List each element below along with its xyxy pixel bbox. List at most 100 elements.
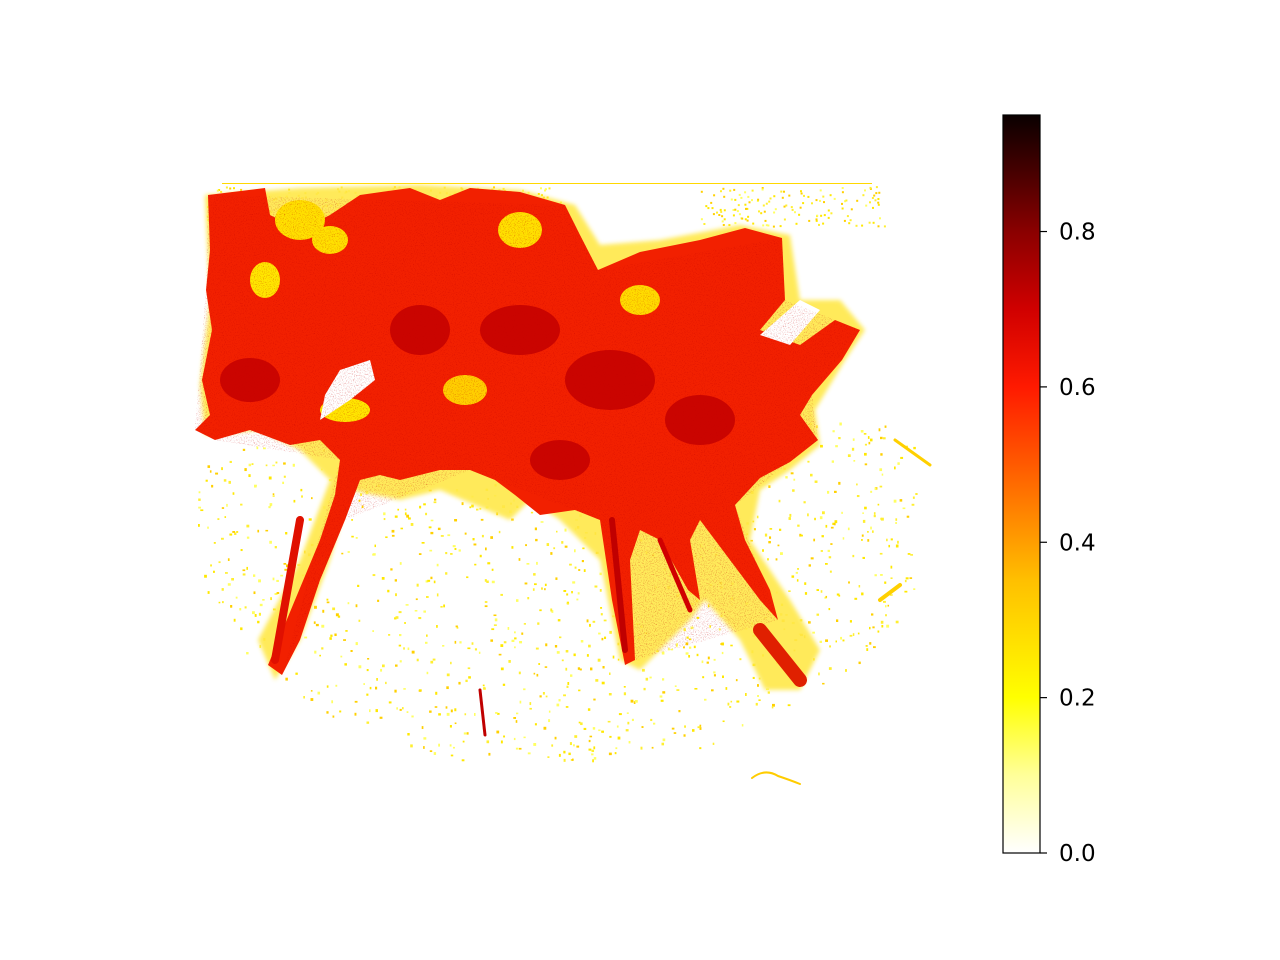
scatter-speck [503, 735, 506, 738]
scatter-speck [905, 577, 909, 580]
scatter-speck [771, 706, 774, 709]
scatter-speck [498, 653, 502, 656]
scatter-speck [879, 217, 881, 220]
scatter-speck [561, 541, 564, 544]
scatter-speck [764, 533, 768, 537]
scatter-speck [772, 703, 775, 707]
scatter-speck [454, 519, 458, 522]
scatter-speck [456, 626, 459, 629]
scatter-speck [467, 667, 471, 670]
scatter-speck [229, 187, 232, 190]
scatter-speck [508, 660, 511, 663]
scatter-speck [558, 753, 561, 757]
scatter-speck [446, 686, 449, 690]
scatter-speck [877, 201, 880, 204]
scatter-speck [314, 650, 317, 654]
scatter-speck [854, 597, 858, 600]
scatter-speck [503, 641, 507, 644]
scatter-speck [270, 597, 272, 601]
scatter-speck [258, 579, 261, 583]
scatter-speck [744, 203, 747, 206]
scatter-speck [707, 656, 710, 660]
scatter-speck [851, 447, 855, 451]
scatter-speck [827, 490, 830, 494]
scatter-speck [344, 663, 347, 666]
scatter-speck [593, 757, 597, 760]
scatter-speck [671, 727, 675, 730]
scatter-speck [223, 479, 227, 482]
scatter-speck [653, 722, 656, 725]
scatter-speck [753, 528, 756, 531]
scatter-speck [487, 562, 491, 565]
scatter-speck [335, 613, 339, 617]
scatter-speck [544, 189, 546, 192]
scatter-speck [218, 561, 221, 564]
scatter-speck [399, 562, 402, 565]
scatter-speck [814, 480, 818, 483]
scatter-speck [485, 547, 487, 551]
scatter-speck [432, 658, 436, 661]
scatter-speck [689, 646, 692, 649]
scatter-speck [534, 583, 537, 586]
scatter-speck [430, 531, 434, 535]
scatter-speck [521, 632, 524, 635]
scatter-speck [449, 744, 452, 747]
scatter-speck [721, 651, 724, 655]
scatter-speck [311, 497, 313, 500]
scatter-speck [495, 712, 498, 714]
scatter-speck [486, 740, 490, 744]
scatter-speck [894, 466, 896, 470]
scatter-speck [895, 518, 898, 521]
scatter-speck [847, 454, 851, 458]
scatter-speck [511, 518, 514, 521]
scatter-speck [269, 540, 272, 544]
scatter-speck [823, 201, 825, 204]
scatter-speck [372, 553, 375, 556]
scatter-speck [591, 753, 594, 756]
scatter-speck [313, 621, 316, 624]
scatter-speck [864, 189, 866, 192]
scatter-speck [593, 698, 596, 701]
scatter-speck [886, 538, 888, 542]
scatter-speck [426, 671, 429, 675]
scatter-speck [555, 577, 558, 580]
scatter-speck [616, 725, 619, 728]
scatter-speck [445, 572, 448, 575]
scatter-speck [862, 556, 865, 559]
scatter-speck [768, 541, 771, 544]
scatter-speck [380, 668, 383, 672]
scatter-speck [871, 197, 874, 199]
scatter-speck [874, 487, 877, 491]
scatter-speck [747, 215, 750, 218]
scatter-speck [820, 444, 823, 448]
scatter-speck [634, 700, 638, 703]
scatter-speck [866, 648, 869, 651]
scatter-speck [286, 564, 289, 568]
scatter-speck [614, 752, 617, 755]
scatter-speck [732, 214, 735, 217]
scatter-speck [566, 602, 570, 605]
scatter-speck [816, 589, 820, 591]
scatter-speck [811, 202, 813, 205]
scatter-speck [799, 206, 802, 209]
scatter-speck [884, 425, 887, 428]
scatter-speck [818, 672, 820, 676]
scatter-speck [699, 727, 702, 730]
scatter-speck [450, 709, 453, 713]
scatter-speck [745, 207, 747, 210]
scatter-speck [563, 590, 567, 592]
scatter-speck [383, 518, 386, 521]
scatter-speck [864, 506, 867, 510]
scatter-speck [200, 509, 204, 512]
scatter-speck [762, 549, 764, 552]
scatter-speck [830, 526, 834, 529]
scatter-speck [873, 512, 876, 515]
scatter-speck [262, 599, 265, 601]
scatter-speck [617, 736, 621, 740]
scatter-speck [461, 502, 464, 506]
scatter-speck [720, 643, 723, 645]
scatter-speck [761, 187, 764, 189]
scatter-speck [812, 631, 815, 634]
scatter-speck [545, 695, 548, 698]
scatter-speck [276, 579, 279, 582]
